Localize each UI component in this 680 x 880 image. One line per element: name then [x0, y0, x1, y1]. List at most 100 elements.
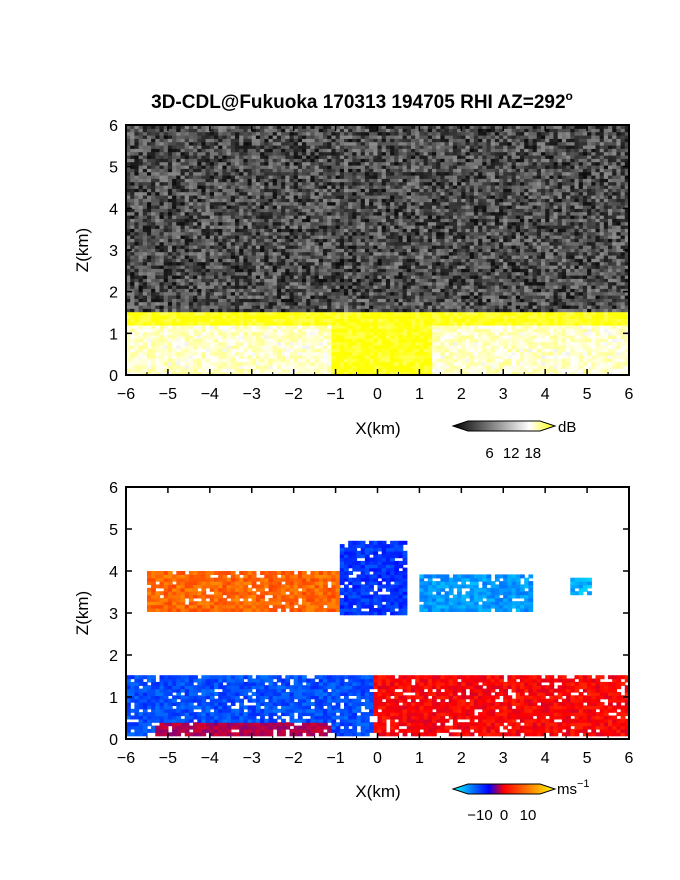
- reflectivity-cell: [331, 311, 337, 316]
- reflectivity-cell: [167, 345, 173, 349]
- reflectivity-cell: [138, 131, 144, 136]
- reflectivity-cell: [398, 185, 404, 189]
- reflectivity-cell: [381, 198, 387, 203]
- reflectivity-cell: [402, 275, 408, 279]
- reflectivity-cell: [289, 275, 295, 279]
- reflectivity-cell: [138, 358, 144, 363]
- reflectivity-cell: [209, 168, 215, 173]
- reflectivity-cell: [130, 275, 135, 279]
- reflectivity-cell: [226, 141, 232, 146]
- reflectivity-cell: [390, 291, 395, 296]
- reflectivity-cell: [230, 315, 236, 319]
- reflectivity-cell: [297, 231, 303, 236]
- reflectivity-cell: [197, 278, 203, 283]
- reflectivity-cell: [193, 355, 198, 359]
- reflectivity-cell: [176, 125, 182, 129]
- reflectivity-cell: [398, 301, 404, 306]
- reflectivity-cell: [314, 368, 320, 373]
- reflectivity-cell: [293, 328, 299, 333]
- reflectivity-cell: [394, 205, 400, 209]
- reflectivity-cell: [214, 301, 219, 306]
- reflectivity-cell: [344, 208, 349, 213]
- reflectivity-cell: [335, 171, 341, 176]
- reflectivity-cell: [201, 218, 207, 223]
- reflectivity-cell: [151, 271, 156, 276]
- reflectivity-cell: [306, 181, 311, 186]
- reflectivity-cell: [276, 205, 282, 209]
- reflectivity-cell: [356, 181, 362, 186]
- reflectivity-cell: [243, 278, 249, 283]
- reflectivity-cell: [356, 298, 362, 303]
- reflectivity-cell: [193, 181, 198, 186]
- reflectivity-cell: [151, 161, 156, 166]
- reflectivity-cell: [239, 245, 244, 249]
- reflectivity-cell: [352, 245, 358, 249]
- reflectivity-cell: [188, 338, 194, 343]
- reflectivity-cell: [314, 235, 320, 239]
- reflectivity-cell: [398, 308, 404, 313]
- reflectivity-cell: [193, 311, 198, 316]
- reflectivity-cell: [306, 308, 311, 313]
- reflectivity-cell: [230, 248, 236, 253]
- reflectivity-cell: [377, 138, 383, 143]
- reflectivity-cell: [159, 201, 165, 206]
- reflectivity-cell: [369, 225, 374, 229]
- reflectivity-cell: [167, 241, 173, 246]
- reflectivity-cell: [364, 291, 370, 296]
- reflectivity-cell: [251, 321, 257, 326]
- reflectivity-cell: [272, 181, 278, 186]
- reflectivity-cell: [352, 251, 358, 256]
- reflectivity-cell: [209, 315, 215, 319]
- reflectivity-cell: [398, 245, 404, 249]
- reflectivity-cell: [205, 211, 211, 216]
- reflectivity-cell: [214, 341, 219, 346]
- reflectivity-cell: [339, 171, 345, 176]
- reflectivity-cell: [218, 161, 223, 166]
- reflectivity-cell: [381, 281, 387, 286]
- reflectivity-cell: [364, 185, 370, 189]
- reflectivity-cell: [264, 361, 270, 366]
- reflectivity-cell: [264, 275, 270, 279]
- reflectivity-cell: [201, 288, 207, 293]
- reflectivity-cell: [398, 211, 404, 216]
- reflectivity-cell: [167, 331, 173, 336]
- reflectivity-cell: [247, 161, 253, 166]
- reflectivity-cell: [318, 368, 324, 373]
- reflectivity-cell: [184, 288, 190, 293]
- reflectivity-cell: [243, 145, 249, 149]
- reflectivity-cell: [293, 275, 299, 279]
- reflectivity-cell: [310, 351, 316, 356]
- reflectivity-cell: [385, 211, 391, 216]
- reflectivity-cell: [289, 298, 295, 303]
- reflectivity-cell: [142, 178, 148, 183]
- reflectivity-cell: [184, 361, 190, 366]
- reflectivity-cell: [369, 365, 374, 369]
- reflectivity-cell: [264, 318, 270, 323]
- reflectivity-cell: [163, 165, 169, 169]
- reflectivity-cell: [222, 368, 228, 373]
- reflectivity-cell: [247, 231, 253, 236]
- reflectivity-cell: [197, 348, 203, 353]
- reflectivity-cell: [373, 268, 379, 273]
- reflectivity-cell: [176, 205, 182, 209]
- reflectivity-cell: [260, 338, 265, 343]
- reflectivity-cell: [268, 265, 274, 269]
- reflectivity-cell: [306, 325, 311, 329]
- reflectivity-cell: [218, 228, 223, 233]
- reflectivity-cell: [306, 148, 311, 153]
- reflectivity-cell: [163, 315, 169, 319]
- reflectivity-cell: [335, 295, 341, 299]
- reflectivity-cell: [356, 141, 362, 146]
- reflectivity-cell: [385, 371, 391, 375]
- reflectivity-cell: [364, 351, 370, 356]
- reflectivity-cell: [130, 321, 135, 326]
- reflectivity-cell: [306, 161, 311, 166]
- reflectivity-cell: [369, 298, 374, 303]
- reflectivity-cell: [385, 321, 391, 326]
- reflectivity-cell: [327, 278, 332, 283]
- reflectivity-cell: [188, 218, 194, 223]
- reflectivity-cell: [209, 245, 215, 249]
- reflectivity-cell: [402, 315, 408, 319]
- reflectivity-cell: [369, 371, 374, 375]
- reflectivity-cell: [285, 231, 291, 236]
